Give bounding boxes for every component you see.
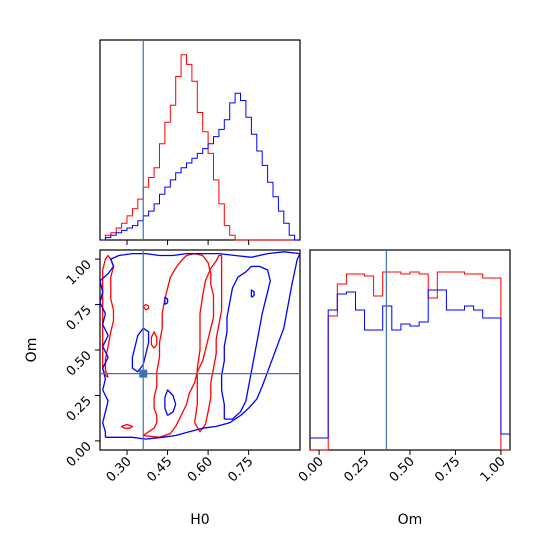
contour-red-inner-1 <box>193 254 223 433</box>
h0-axis-label: H0 <box>190 512 209 528</box>
h0-tick-label-2: 0.60 <box>185 454 216 485</box>
contour-red-outer-0 <box>142 252 215 438</box>
om-x-tick-label-2: 0.50 <box>387 454 418 485</box>
om-histogram-red <box>310 271 510 451</box>
contour-blue-outer-6 <box>99 251 301 440</box>
om-y-axis-label: Om <box>24 338 40 363</box>
contour-blue-blob-11 <box>250 289 255 298</box>
contour-blue-inner-8 <box>131 327 150 373</box>
om-histogram-frame <box>309 249 511 451</box>
om-x-tick-label-0: 0.00 <box>296 454 327 485</box>
h0-tick-label-3: 0.75 <box>225 454 256 485</box>
contour-blue-blob-9 <box>164 389 177 417</box>
h0-om-contour-panel: 0.30 0.45 0.60 0.75 0.00 0.25 0.50 0.75 1.00 H0… <box>24 249 301 528</box>
h0-histogram-frame <box>99 39 301 241</box>
om-x-tick-label-1: 0.25 <box>341 454 372 485</box>
om-y-tick-label-0: 0.00 <box>64 439 95 470</box>
om-histogram-blue <box>310 289 510 439</box>
om-x-axis-ticks: 0.00 0.25 0.50 0.75 1.00 <box>296 450 509 485</box>
om-axis-label: Om <box>398 512 423 528</box>
om-histogram-series <box>310 271 510 451</box>
h0-tick-label-1: 0.45 <box>144 454 175 485</box>
h0-axis-ticks: 0.30 0.45 0.60 0.75 <box>104 450 256 485</box>
h0-histogram-panel <box>99 39 301 245</box>
h0-top-panel-ticks <box>126 240 250 245</box>
om-y-tick-label-4: 1.00 <box>64 257 95 288</box>
h0-tick-label-0: 0.30 <box>104 454 135 485</box>
om-y-tick-label-3: 0.75 <box>64 303 95 334</box>
h0-histogram-series <box>100 54 300 241</box>
contour-lines <box>99 251 301 440</box>
contour-blue-inner-7 <box>220 265 271 420</box>
om-y-tick-label-2: 0.50 <box>64 348 95 379</box>
contour-red-blob-5 <box>120 423 134 429</box>
h0-histogram-blue <box>100 92 300 241</box>
om-histogram-panel: 0.00 0.25 0.50 0.75 1.00 Om <box>296 249 511 528</box>
om-y-axis-ticks: 0.00 0.25 0.50 0.75 1.00 <box>64 257 100 470</box>
om-y-tick-label-1: 0.25 <box>64 394 95 425</box>
truth-point-marker <box>139 369 148 378</box>
h0-histogram-red <box>100 54 300 241</box>
contour-red-blob-3 <box>150 331 158 349</box>
contour-blue-blob-10 <box>164 296 169 306</box>
om-x-tick-label-3: 0.75 <box>432 454 463 485</box>
om-x-tick-label-4: 1.00 <box>478 454 509 485</box>
